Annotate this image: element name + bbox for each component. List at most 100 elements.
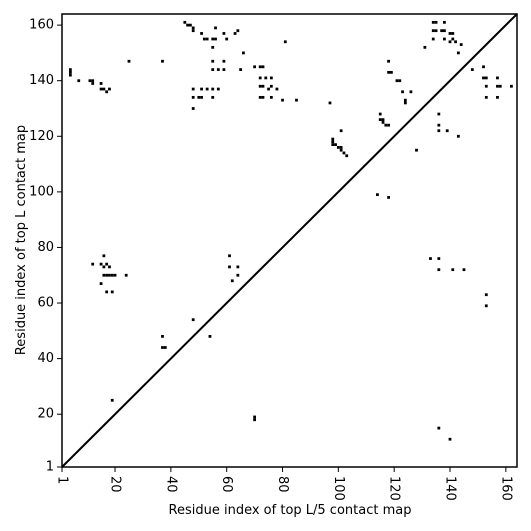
y-tick-label: 100 (29, 184, 54, 199)
contact-point (161, 334, 164, 338)
contact-point (200, 87, 203, 91)
contact-point (395, 79, 399, 83)
contact-point (91, 79, 95, 83)
contact-point (434, 20, 438, 24)
contact-point (482, 76, 485, 80)
contact-point (384, 123, 388, 127)
contact-point (459, 43, 463, 46)
contact-point (183, 20, 187, 24)
contact-point (470, 68, 474, 71)
y-tick-label: 140 (29, 73, 54, 88)
contact-point (253, 415, 256, 419)
contact-point (339, 129, 343, 133)
contact-point (102, 265, 106, 269)
contact-point (387, 59, 390, 63)
contact-point (105, 290, 109, 294)
contact-point (214, 37, 217, 41)
contact-point (264, 76, 268, 80)
x-tick-label: 1 (55, 476, 70, 484)
contact-point (110, 290, 114, 294)
contact-point (225, 37, 229, 41)
contact-point (211, 59, 215, 63)
y-tick-label: 20 (37, 407, 54, 422)
contact-point (445, 129, 449, 133)
contact-point (454, 40, 457, 44)
diagonal-line (61, 13, 518, 468)
contact-point (200, 32, 203, 35)
contact-point (451, 268, 455, 272)
y-tick-label: 60 (37, 296, 54, 311)
contact-point (381, 118, 385, 121)
contact-point (261, 95, 265, 99)
contact-point (498, 84, 502, 88)
contact-point (415, 148, 418, 152)
contact-point (342, 151, 346, 155)
contact-point (387, 70, 390, 74)
contact-point (448, 40, 452, 44)
contact-point (269, 84, 273, 88)
contact-point (381, 121, 385, 124)
contact-point (239, 68, 243, 71)
contact-point (431, 29, 435, 33)
contact-point (110, 273, 114, 277)
contact-point (496, 76, 499, 80)
contact-point (258, 95, 262, 99)
contact-point (496, 95, 499, 99)
contact-point (334, 143, 337, 147)
contact-point (211, 87, 215, 91)
contact-point (253, 65, 256, 69)
contact-point (163, 346, 167, 349)
contact-point (230, 279, 234, 283)
contact-point (258, 84, 262, 88)
contact-point (99, 282, 103, 285)
contact-point (484, 95, 488, 99)
contact-point (68, 68, 72, 71)
contact-point (68, 73, 72, 77)
contact-point (496, 84, 499, 88)
contact-point (440, 29, 444, 33)
contact-point (77, 79, 81, 83)
contact-point (110, 398, 114, 402)
contact-point (387, 196, 390, 199)
contact-point (197, 95, 201, 99)
contact-point (102, 87, 106, 91)
contact-point (456, 51, 460, 55)
contact-point (222, 59, 226, 63)
contact-point (127, 59, 131, 63)
contact-point (484, 293, 488, 297)
contact-point (99, 82, 103, 85)
contact-point (451, 37, 455, 41)
contact-point (191, 26, 195, 30)
contact-point (339, 148, 343, 152)
contact-point (484, 76, 488, 80)
contact-point (99, 262, 103, 266)
contact-point (236, 29, 240, 33)
contact-point (105, 262, 109, 266)
x-tick-label: 40 (163, 476, 178, 493)
contact-point (378, 112, 382, 116)
y-tick-label: 40 (37, 351, 54, 366)
contact-point (437, 426, 441, 430)
x-tick-label: 80 (275, 476, 290, 493)
x-tick-label: 160 (498, 476, 513, 501)
contact-point (186, 23, 190, 27)
y-axis-label: Residue index of top L contact map (14, 125, 29, 355)
contact-point (443, 37, 446, 41)
contact-point (510, 84, 513, 88)
contact-point (108, 273, 111, 277)
contact-point (456, 134, 460, 138)
contact-point (233, 32, 237, 35)
contact-point (222, 68, 226, 71)
contact-point (484, 304, 488, 308)
contact-point (191, 87, 195, 91)
contact-point (205, 87, 209, 91)
contact-point (378, 118, 382, 121)
contact-point (443, 29, 446, 33)
contact-point (102, 273, 106, 277)
contact-point (222, 32, 226, 35)
contact-point (448, 32, 452, 35)
contact-point (113, 273, 117, 277)
contact-point (211, 68, 215, 71)
x-tick-label: 140 (443, 476, 458, 501)
